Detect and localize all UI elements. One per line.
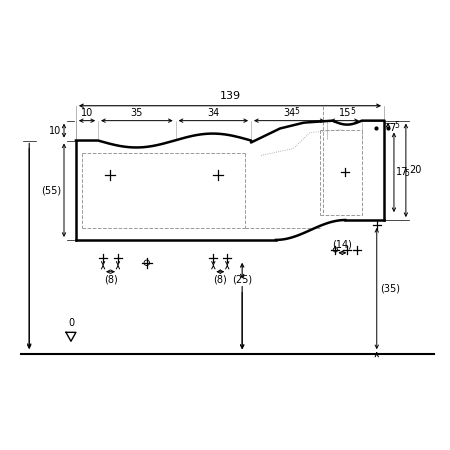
Text: 35: 35 bbox=[130, 108, 143, 117]
Text: (35): (35) bbox=[380, 284, 400, 293]
Text: 7: 7 bbox=[389, 123, 395, 133]
Text: (55): (55) bbox=[41, 185, 61, 195]
Text: (25): (25) bbox=[232, 274, 252, 285]
Text: 0: 0 bbox=[68, 318, 74, 328]
Text: 10: 10 bbox=[81, 108, 93, 117]
Text: 34: 34 bbox=[207, 108, 220, 117]
Text: 139: 139 bbox=[220, 91, 241, 101]
Text: (8): (8) bbox=[213, 274, 227, 285]
Text: 5: 5 bbox=[395, 121, 399, 130]
Text: (8): (8) bbox=[104, 274, 117, 285]
Text: 17: 17 bbox=[396, 167, 408, 177]
Text: 5: 5 bbox=[404, 169, 409, 178]
Text: 15: 15 bbox=[338, 108, 351, 117]
Text: 34: 34 bbox=[283, 108, 295, 117]
Text: 5: 5 bbox=[295, 107, 300, 116]
Text: (14): (14) bbox=[333, 240, 352, 250]
Text: 20: 20 bbox=[409, 165, 421, 176]
Text: 10: 10 bbox=[49, 126, 61, 135]
Text: 5: 5 bbox=[350, 107, 355, 116]
